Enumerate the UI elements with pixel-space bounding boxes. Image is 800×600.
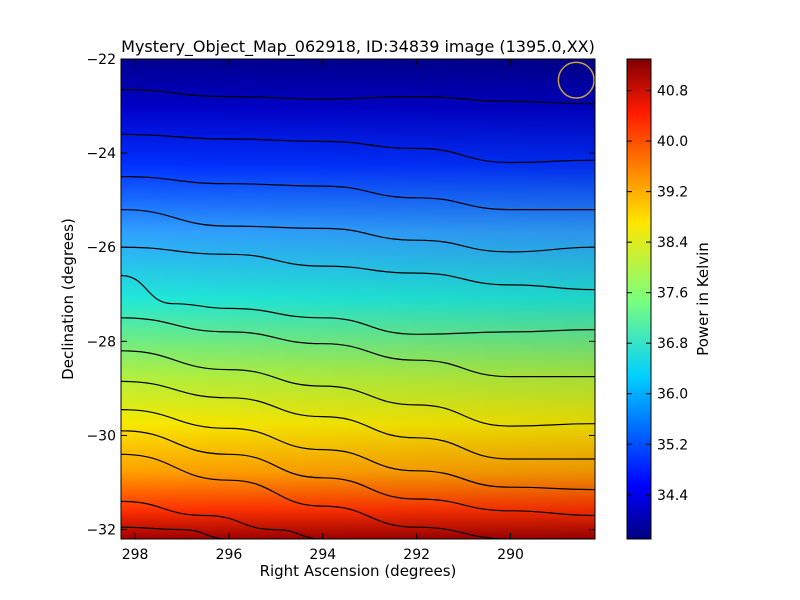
contour-line-14 bbox=[121, 526, 229, 539]
marker-layer bbox=[557, 61, 595, 99]
contour-line-10 bbox=[121, 409, 595, 491]
colorbar: 34.4 35.2 36.0 36.8 37.6 38.4 39.2 40.0 40.8 Pow… bbox=[626, 58, 712, 540]
contour-line-2 bbox=[121, 133, 595, 164]
plot-area bbox=[121, 59, 595, 539]
y-tick-label: −28 bbox=[86, 334, 116, 350]
contour-line-8 bbox=[121, 350, 595, 427]
x-tick-label: 292 bbox=[403, 547, 430, 563]
colorbar-tick-label: 40.0 bbox=[657, 134, 688, 150]
y-axis-ticks: −22 −24 −26 −28 −30 −32 bbox=[86, 52, 595, 539]
contour-line-6 bbox=[121, 274, 595, 335]
y-tick-label: −30 bbox=[86, 428, 116, 444]
y-tick-label: −32 bbox=[86, 523, 116, 539]
x-axis-ticks: 298 296 294 292 290 bbox=[122, 59, 524, 563]
colorbar-tick-label: 38.4 bbox=[657, 235, 688, 251]
colorbar-tick-label: 34.4 bbox=[657, 488, 688, 504]
plot-frame bbox=[120, 58, 596, 540]
contour-line-4 bbox=[121, 209, 595, 253]
x-axis-label: Right Ascension (degrees) bbox=[260, 562, 457, 580]
x-tick-label: 290 bbox=[497, 547, 524, 563]
y-axis-label: Declination (degrees) bbox=[59, 218, 77, 380]
x-tick-label: 296 bbox=[216, 547, 243, 563]
y-tick-label: −26 bbox=[86, 240, 116, 256]
colorbar-tick-label: 36.8 bbox=[657, 336, 688, 352]
colorbar-tick-label: 35.2 bbox=[657, 437, 688, 453]
contour-line-13 bbox=[121, 500, 323, 539]
contour-line-3 bbox=[121, 176, 595, 211]
contour-lines bbox=[121, 89, 595, 539]
heatmap-shading bbox=[121, 59, 595, 539]
x-tick-label: 294 bbox=[309, 547, 336, 563]
source-marker-circle bbox=[557, 61, 595, 99]
colorbar-tick-label: 39.2 bbox=[657, 185, 688, 201]
contour-line-11 bbox=[121, 430, 595, 517]
contour-line-5 bbox=[121, 246, 595, 291]
colorbar-tick-label: 40.8 bbox=[657, 84, 688, 100]
chart-title: Mystery_Object_Map_062918, ID:34839 imag… bbox=[121, 37, 595, 57]
x-tick-label: 298 bbox=[122, 547, 149, 563]
colorbar-label: Power in Kelvin bbox=[694, 242, 712, 356]
y-tick-label: −24 bbox=[86, 146, 116, 162]
colorbar-gradient bbox=[627, 59, 651, 539]
contour-line-7 bbox=[121, 317, 595, 378]
colorbar-ticks: 34.4 35.2 36.0 36.8 37.6 38.4 39.2 40.0 40.8 bbox=[627, 84, 688, 504]
y-tick-label: −22 bbox=[86, 52, 116, 68]
colorbar-frame bbox=[626, 58, 652, 540]
colorbar-tick-label: 36.0 bbox=[657, 387, 688, 403]
contour-line-9 bbox=[121, 380, 595, 460]
colorbar-tick-label: 37.6 bbox=[657, 286, 688, 302]
contour-line-1 bbox=[121, 89, 595, 105]
